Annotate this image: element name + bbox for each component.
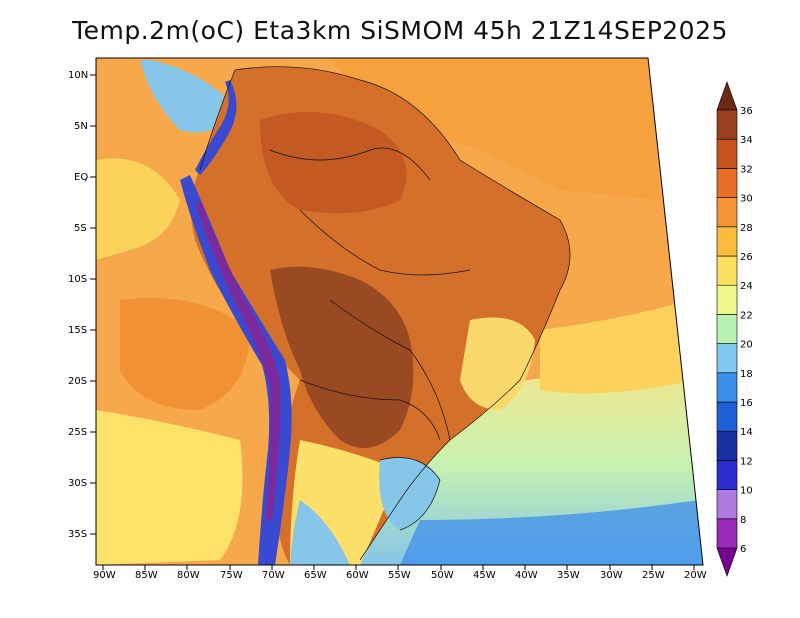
latitude-ticks bbox=[90, 74, 96, 535]
colorbar-segment bbox=[716, 168, 738, 198]
colorbar-segment bbox=[716, 489, 738, 520]
lat-label: 10N bbox=[68, 70, 88, 81]
colorbar-segment bbox=[716, 197, 738, 228]
amazon-hot-zone bbox=[260, 112, 407, 214]
north-atlantic-zone bbox=[330, 58, 660, 200]
colorbar-segment bbox=[716, 343, 738, 374]
pacific-yellow-zone bbox=[96, 158, 180, 260]
caribbean-cool-zone bbox=[140, 60, 240, 133]
colorbar-level-label: 6 bbox=[740, 544, 746, 555]
colorbar-level-label: 8 bbox=[740, 515, 746, 526]
colorbar-segment bbox=[716, 255, 738, 286]
pacific-orange-blob bbox=[120, 298, 250, 410]
lon-label: 65W bbox=[304, 570, 327, 581]
lon-label: 30W bbox=[600, 570, 623, 581]
longitude-ticks bbox=[102, 565, 695, 570]
colorbar-level-label: 16 bbox=[740, 398, 753, 409]
map-frame bbox=[95, 57, 704, 566]
map-field bbox=[96, 58, 703, 565]
colorbar-level-label: 30 bbox=[740, 194, 753, 205]
color-scale-bar: 6 8 10 12 14 16 18 20 22 24 26 28 30 32 34 36 bbox=[716, 81, 753, 577]
colorbar-segment bbox=[716, 284, 738, 315]
lon-label: 50W bbox=[431, 570, 454, 581]
colorbar-segment bbox=[716, 109, 738, 140]
colorbar-segment bbox=[716, 372, 738, 403]
lon-label: 40W bbox=[515, 570, 538, 581]
colorbar-segment bbox=[716, 226, 738, 257]
atlantic-yellow-band bbox=[540, 300, 695, 394]
lon-label: 35W bbox=[557, 570, 580, 581]
interior-very-hot-zone bbox=[270, 266, 414, 448]
longitude-axis: 90W 85W 80W 75W 70W 65W 60W 55W 50W 45W … bbox=[93, 570, 707, 581]
lon-label: 45W bbox=[473, 570, 496, 581]
colorbar-segment bbox=[716, 460, 738, 490]
colorbar-level-label: 24 bbox=[740, 281, 753, 292]
colorbar-level-label: 14 bbox=[740, 427, 753, 438]
colorbar-level-label: 28 bbox=[740, 223, 753, 234]
uruguay-cool-zone bbox=[379, 457, 440, 530]
andes-peak-ridge bbox=[196, 200, 281, 520]
colorbar-level-label: 20 bbox=[740, 340, 753, 351]
lat-label: EQ bbox=[74, 172, 88, 183]
south-pacific-yellow-zone bbox=[96, 410, 243, 565]
colorbar-segment bbox=[716, 314, 738, 344]
colorbar-top-arrow bbox=[716, 81, 738, 111]
lon-label: 70W bbox=[262, 570, 285, 581]
colorbar-level-label: 22 bbox=[740, 310, 753, 321]
country-borders bbox=[199, 66, 571, 561]
lon-label: 20W bbox=[684, 570, 707, 581]
lon-label: 80W bbox=[177, 570, 200, 581]
east-brazil-cooler-zone bbox=[460, 317, 535, 410]
lon-label: 85W bbox=[135, 570, 158, 581]
colorbar-segment bbox=[716, 430, 738, 461]
colorbar-bottom-arrow bbox=[716, 547, 738, 577]
patagonia-cool-zone bbox=[290, 500, 350, 565]
lon-label: 55W bbox=[388, 570, 411, 581]
colorbar-segment bbox=[716, 518, 738, 549]
colorbar-segment bbox=[716, 138, 738, 169]
map-title: Temp.2m(oC) Eta3km SiSMOM 45h 21Z14SEP20… bbox=[72, 16, 728, 45]
south-cold-sea bbox=[400, 500, 703, 565]
latitude-axis: 10N 5N EQ 5S 10S 15S 20S 25S 30S 35S bbox=[68, 70, 88, 540]
northern-andes-ridge bbox=[195, 80, 237, 175]
colorbar-level-label: 18 bbox=[740, 369, 753, 380]
colorbar-level-label: 32 bbox=[740, 164, 753, 175]
lat-label: 30S bbox=[68, 478, 87, 489]
colorbar-level-label: 12 bbox=[740, 456, 753, 467]
colorbar-level-label: 36 bbox=[740, 106, 753, 117]
lon-label: 75W bbox=[220, 570, 243, 581]
lat-label: 5N bbox=[74, 121, 88, 132]
lat-label: 35S bbox=[68, 529, 87, 540]
lon-label: 60W bbox=[346, 570, 369, 581]
colorbar-level-label: 26 bbox=[740, 252, 753, 263]
colorbar-level-label: 34 bbox=[740, 135, 753, 146]
colorbar-segment bbox=[716, 401, 738, 432]
colorbar-level-label: 10 bbox=[740, 486, 753, 497]
lon-label: 90W bbox=[93, 570, 116, 581]
lat-label: 20S bbox=[68, 376, 87, 387]
lat-label: 25S bbox=[68, 427, 87, 438]
lat-label: 5S bbox=[74, 223, 87, 234]
lon-label: 25W bbox=[642, 570, 665, 581]
lat-label: 10S bbox=[68, 274, 87, 285]
lat-label: 15S bbox=[68, 325, 87, 336]
